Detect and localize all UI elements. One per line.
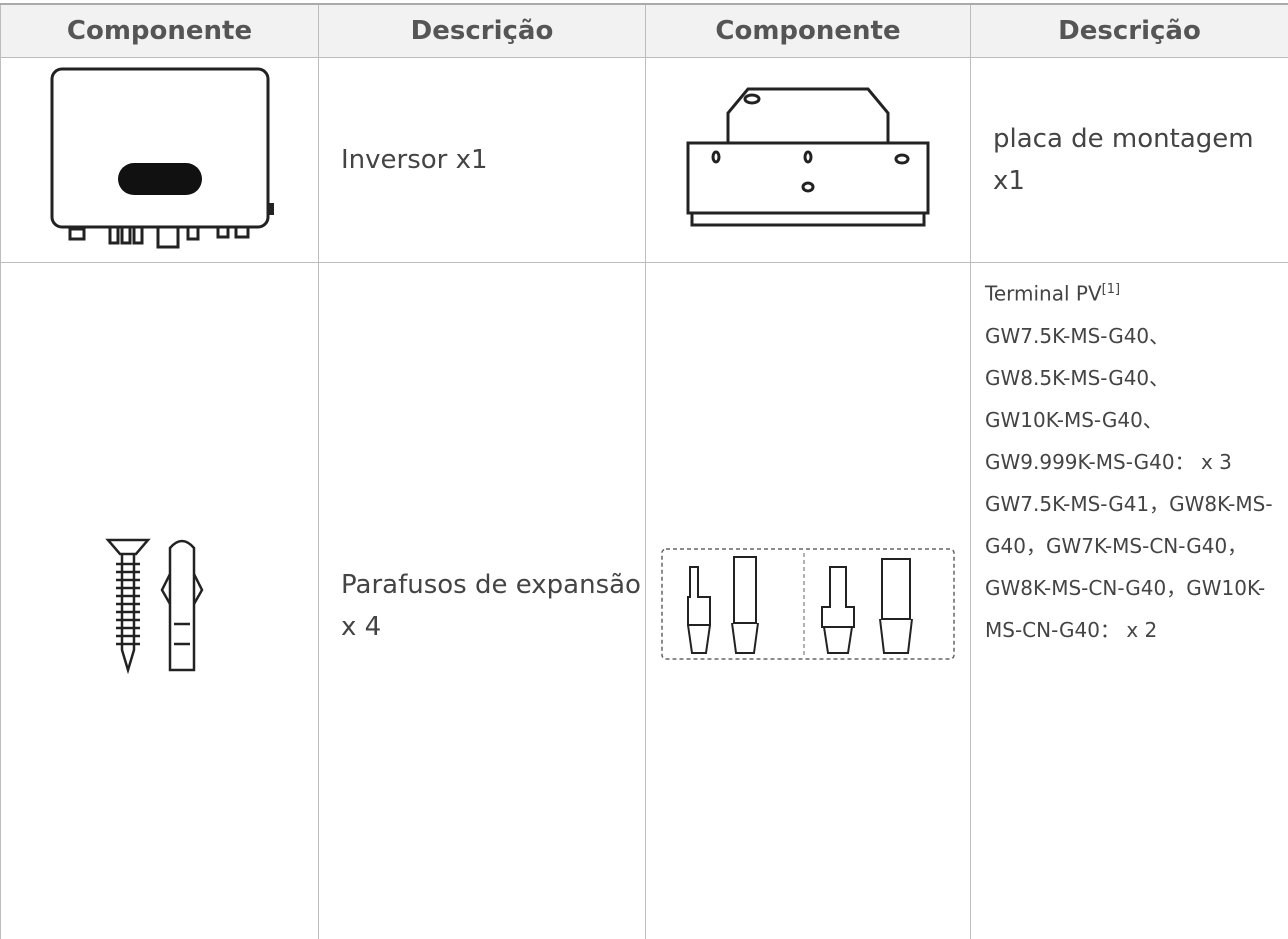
text: Terminal PV (985, 281, 1102, 306)
header-cell: Descrição (318, 3, 646, 58)
description-cell: Inversor x1 (318, 57, 646, 263)
description-cell: Terminal PV[1] GW7.5K-MS-G40、 GW8.5K-MS-G… (970, 262, 1288, 939)
pv-model-line: GW10K-MS-G40、 (985, 407, 1163, 432)
image-cell (645, 262, 971, 939)
footnote-ref: [1] (1101, 282, 1121, 297)
header-cell: Componente (645, 3, 971, 58)
expansion-screw-image (104, 538, 203, 675)
pv-model-line: GW7.5K-MS-G40、 (985, 323, 1170, 348)
row: Inversor x1 placa de montagem x1 (0, 57, 1288, 263)
description-cell: Parafusos de expansão x 4 (318, 262, 646, 939)
image-cell (0, 262, 319, 939)
row: Parafusos de expansão x 4 Terminal PV[1]… (0, 262, 1288, 939)
header-cell: Componente (0, 3, 319, 58)
header-row: Componente Descrição Componente Descriçã… (0, 3, 1288, 58)
pv-model-line: GW8.5K-MS-G40、 (985, 365, 1170, 390)
page: Componente Descrição Componente Descriçã… (0, 3, 1288, 939)
pv-model-line: GW7.5K-MS-G41，GW8K-MS-G40，GW7K-MS-CN-G40… (985, 491, 1273, 642)
component-table: Componente Descrição Componente Descriçã… (0, 3, 1288, 939)
header-cell: Descrição (970, 3, 1288, 58)
pv-terminal-image (661, 548, 955, 660)
image-cell (645, 57, 971, 263)
pv-model-line: GW9.999K-MS-G40： x 3 (985, 449, 1232, 474)
description-cell: placa de montagem x1 (970, 57, 1288, 263)
mounting-plate-image (686, 87, 930, 227)
pv-title: Terminal PV[1] (985, 269, 1274, 315)
image-cell (0, 57, 319, 263)
inverter-image (50, 67, 274, 249)
pv-lines: GW7.5K-MS-G40、 GW8.5K-MS-G40、 GW10K-MS-G40… (985, 315, 1274, 651)
